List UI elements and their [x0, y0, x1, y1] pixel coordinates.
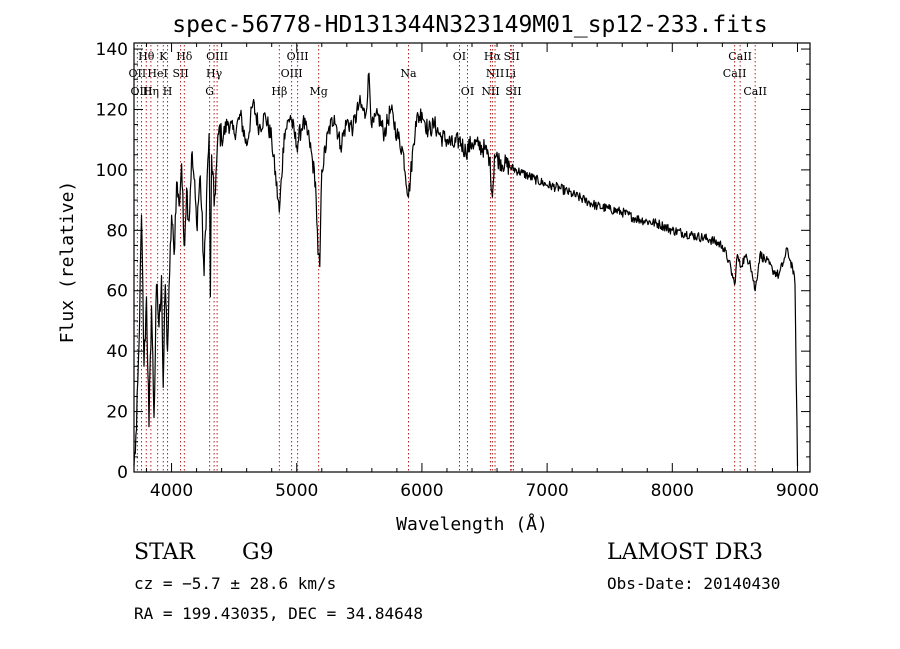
chart-title: spec-56778-HD131344N323149M01_sp12-233.f…	[172, 12, 767, 38]
line-marker-label: SII	[172, 67, 188, 80]
line-marker-label: G	[205, 85, 214, 98]
y-tick-label: 40	[106, 342, 128, 362]
line-marker-label: Hγ	[206, 67, 223, 80]
line-marker-label: K	[159, 50, 168, 63]
line-marker-label: Li	[505, 67, 516, 80]
y-tick-label: 100	[96, 161, 128, 181]
line-marker-label: Na	[400, 67, 417, 80]
line-marker-label: NII	[486, 67, 504, 80]
coordinates: RA = 199.43035, DEC = 34.84648	[134, 604, 423, 623]
line-marker-label: CaII	[743, 85, 767, 98]
y-axis-label: Flux (relative)	[57, 181, 78, 344]
x-axis-label: Wavelength (Å)	[396, 513, 548, 535]
x-tick-label: 4000	[150, 481, 193, 501]
redshift-text: cz = −5.7 ± 28.6 km/s	[134, 574, 337, 593]
y-tick-label: 0	[117, 463, 128, 483]
object-class: STAR	[134, 540, 195, 565]
y-tick-label: 120	[96, 100, 128, 120]
line-marker-label: Hβ	[271, 85, 287, 98]
line-marker-label: Hα	[484, 50, 502, 63]
plot-frame	[133, 42, 811, 473]
line-marker-label: OIII	[206, 50, 228, 63]
line-marker-label: OI	[461, 85, 474, 98]
y-tick-label: 60	[106, 282, 128, 302]
line-marker-label: Hδ	[176, 50, 193, 63]
spectrum-line	[133, 72, 799, 467]
y-tick-label: 140	[96, 40, 128, 60]
line-marker-label: SII	[505, 85, 521, 98]
line-marker-label: HeI	[147, 67, 167, 80]
line-marker-label: Hθ	[138, 50, 155, 63]
line-marker-label: OIII	[287, 50, 309, 63]
x-tick-label: 8000	[651, 481, 694, 501]
x-tick-label: 9000	[776, 481, 819, 501]
line-marker-label: Mg	[309, 85, 327, 98]
line-marker-label: SII	[504, 50, 520, 63]
line-marker-label: OII	[129, 67, 147, 80]
subclass: G9	[242, 540, 274, 565]
line-marker-label: CaII	[723, 67, 747, 80]
axis-ticks: 4000 5000 6000 7000 8000 9000 0 20 40 60 80 100 120 1…	[96, 40, 820, 501]
survey-label: LAMOST DR3	[607, 540, 763, 565]
x-tick-label: 5000	[275, 481, 318, 501]
line-marker-label: H	[163, 85, 173, 98]
line-marker-label: CaII	[728, 50, 752, 63]
x-tick-label: 7000	[525, 481, 568, 501]
line-marker-label: NII	[481, 85, 499, 98]
line-marker-label: OI	[453, 50, 466, 63]
line-marker-label: Hη	[143, 85, 159, 98]
x-tick-label: 6000	[400, 481, 443, 501]
line-marker-label: OIII	[281, 67, 303, 80]
obs-date: Obs-Date: 20140430	[607, 574, 781, 593]
y-tick-label: 80	[106, 221, 128, 241]
y-tick-label: 20	[106, 403, 128, 423]
